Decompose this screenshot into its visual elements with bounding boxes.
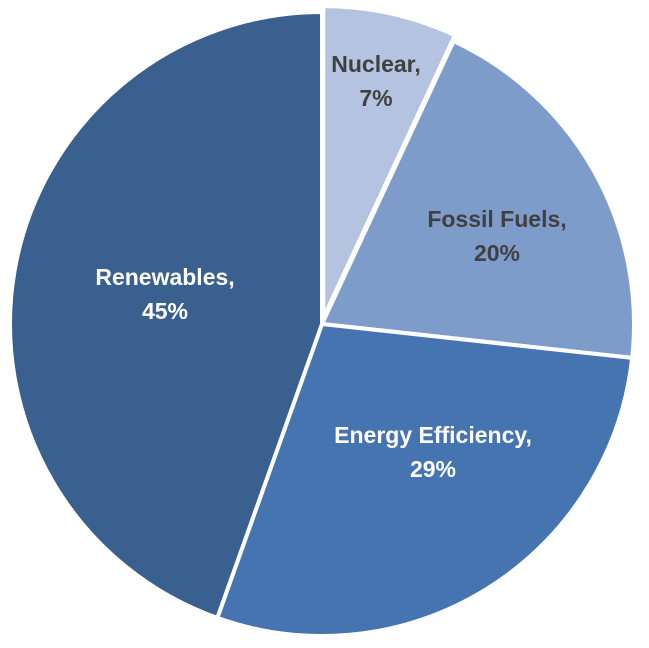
pie-labels: Nuclear, 7% Fossil Fuels, 20% Energy Efficie… xyxy=(95,51,566,482)
pie-slice-renewables xyxy=(8,9,324,621)
data-label-energy-efficiency: Energy Efficiency, 29% xyxy=(334,422,532,482)
data-label-energy-efficiency-name: Energy Efficiency, xyxy=(334,422,532,448)
data-label-energy-efficiency-value: 29% xyxy=(410,456,456,482)
pie-slices xyxy=(8,4,636,638)
data-label-nuclear-value: 7% xyxy=(359,85,392,111)
data-label-renewables: Renewables, 45% xyxy=(95,264,234,324)
data-label-nuclear-name: Nuclear, xyxy=(331,51,421,77)
data-label-fossil-fuels: Fossil Fuels, 20% xyxy=(427,206,566,266)
pie-slice-nuclear xyxy=(321,4,458,319)
pie-slice-energy-efficiency xyxy=(214,321,635,638)
data-label-renewables-value: 45% xyxy=(142,298,188,324)
data-label-fossil-fuels-value: 20% xyxy=(474,240,520,266)
data-label-renewables-name: Renewables, xyxy=(95,264,234,290)
data-label-fossil-fuels-name: Fossil Fuels, xyxy=(427,206,566,232)
data-label-nuclear: Nuclear, 7% xyxy=(331,51,421,111)
pie-slice-fossil-fuels xyxy=(319,38,636,361)
